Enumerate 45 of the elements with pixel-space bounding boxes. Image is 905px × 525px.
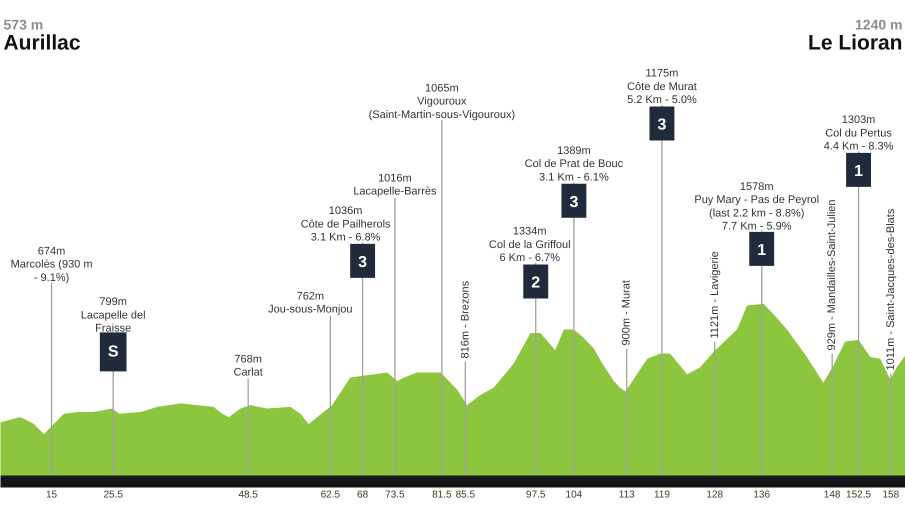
x-tick-label: 136 — [753, 490, 770, 500]
text: Aurillac — [4, 32, 81, 54]
x-tick-label: 15 — [46, 490, 58, 500]
annotation: 3 — [657, 116, 666, 134]
ref-line-label: 1334m Col de la Griffoul 6 Km - 6.7% — [488, 226, 571, 264]
x-tick-label: 81.5 — [432, 490, 452, 500]
ref-line-label: 1389m Col de Prat de Bouc 3.1 Km - 6.1% — [524, 144, 624, 184]
x-tick-label: 85.5 — [456, 490, 476, 500]
ref-line-label: 1175m Côte de Murat 5.2 Km - 5.0% — [627, 68, 698, 106]
text: Le Lioran — [808, 32, 903, 54]
ref-line-label: 1016m Lacapelle-Barrès — [353, 172, 437, 198]
text: 573 m — [4, 16, 44, 32]
x-tick-label: 113 — [618, 490, 636, 500]
annotation: S — [108, 343, 119, 360]
x-tick-label: 152.5 — [846, 490, 872, 500]
x-tick-label: 73.5 — [385, 490, 406, 500]
ref-line-label: 1303m Col du Pertus 4.4 Km - 8.3% — [824, 114, 894, 152]
x-tick-label: 104 — [566, 490, 583, 500]
ref-line-label: 799m Lacapelle del Fraisse — [80, 296, 146, 334]
ref-line-label: 816m - Brezons — [459, 280, 472, 358]
x-tick-label: 119 — [654, 490, 670, 500]
x-tick-label: 48.5 — [238, 490, 258, 500]
ref-line-label: 1578m Puy Mary - Pas de Peyrol (last 2.2 km - 8.8%) 7.7 Km - 5.9% — [694, 180, 820, 233]
ref-line-label: 768m Carlat — [234, 354, 263, 379]
x-tick-label: 68 — [357, 490, 369, 500]
x-tick-label: 25.5 — [103, 490, 124, 500]
ref-line-label: 1065m Vigouroux (Saint-Martin-sous-Vigouroux) — [368, 82, 516, 121]
annotation: 1 — [854, 162, 864, 180]
ref-line-label: 900m - Murat — [620, 280, 633, 346]
x-tick-label: 97.5 — [526, 490, 546, 500]
annotation: 3 — [569, 194, 578, 211]
ref-line-label: 1036m Côte de Pailherols 3.1 Km - 6.8% — [300, 205, 392, 244]
ref-line-label: 674m Marcolès (930 m - 9.1%) — [10, 246, 93, 284]
x-tick-label: 148 — [824, 490, 841, 500]
x-tick-label: 62.5 — [320, 490, 341, 500]
annotation: 3 — [358, 254, 368, 271]
annotation: 1 — [757, 242, 766, 259]
ref-line-label: 1121m - Lavigerie — [708, 251, 721, 338]
ref-line-label: 762m Jou-sous-Monjou — [268, 290, 353, 316]
ref-line-label: 929m - Mandailles-Saint-Julien — [826, 199, 838, 350]
text: 1240 m — [855, 16, 902, 32]
annotation: 2 — [531, 274, 540, 292]
x-tick-label: 158 — [882, 490, 900, 500]
x-tick-label: 128 — [706, 490, 724, 500]
ref-line-label: 1011m - Saint-Jacques-des-Blats — [884, 208, 897, 370]
